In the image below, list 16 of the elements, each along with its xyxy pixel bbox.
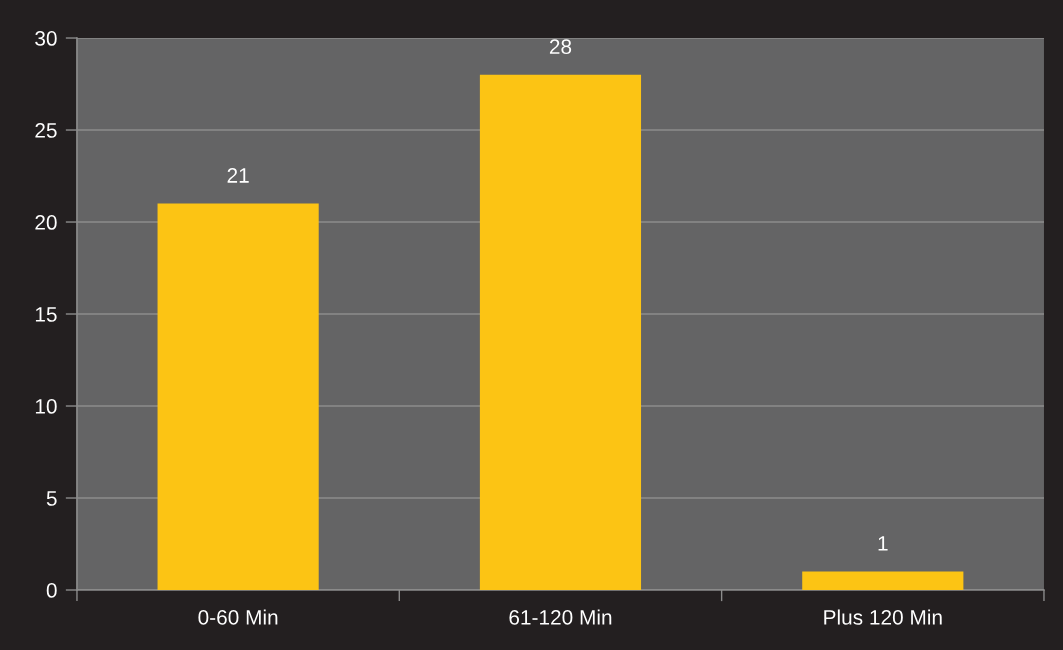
y-tick-label: 0 — [46, 583, 57, 598]
x-tick-label: 61-120 Min — [509, 609, 612, 625]
y-tick-label: 20 — [35, 215, 57, 230]
y-tick-label: 10 — [35, 399, 57, 414]
data-label: 28 — [549, 39, 572, 55]
data-label: 21 — [227, 168, 249, 183]
y-tick-label: 5 — [46, 491, 57, 506]
y-tick-label: 25 — [35, 123, 57, 138]
data-label: 1 — [878, 536, 888, 551]
x-tick-label: 0-60 Min — [198, 609, 278, 625]
y-tick-label: 30 — [35, 31, 57, 46]
bar — [479, 74, 642, 591]
y-tick-label: 15 — [35, 307, 57, 322]
bar — [802, 571, 964, 591]
bar — [157, 203, 319, 591]
x-tick-label: Plus 120 Min — [824, 609, 942, 625]
